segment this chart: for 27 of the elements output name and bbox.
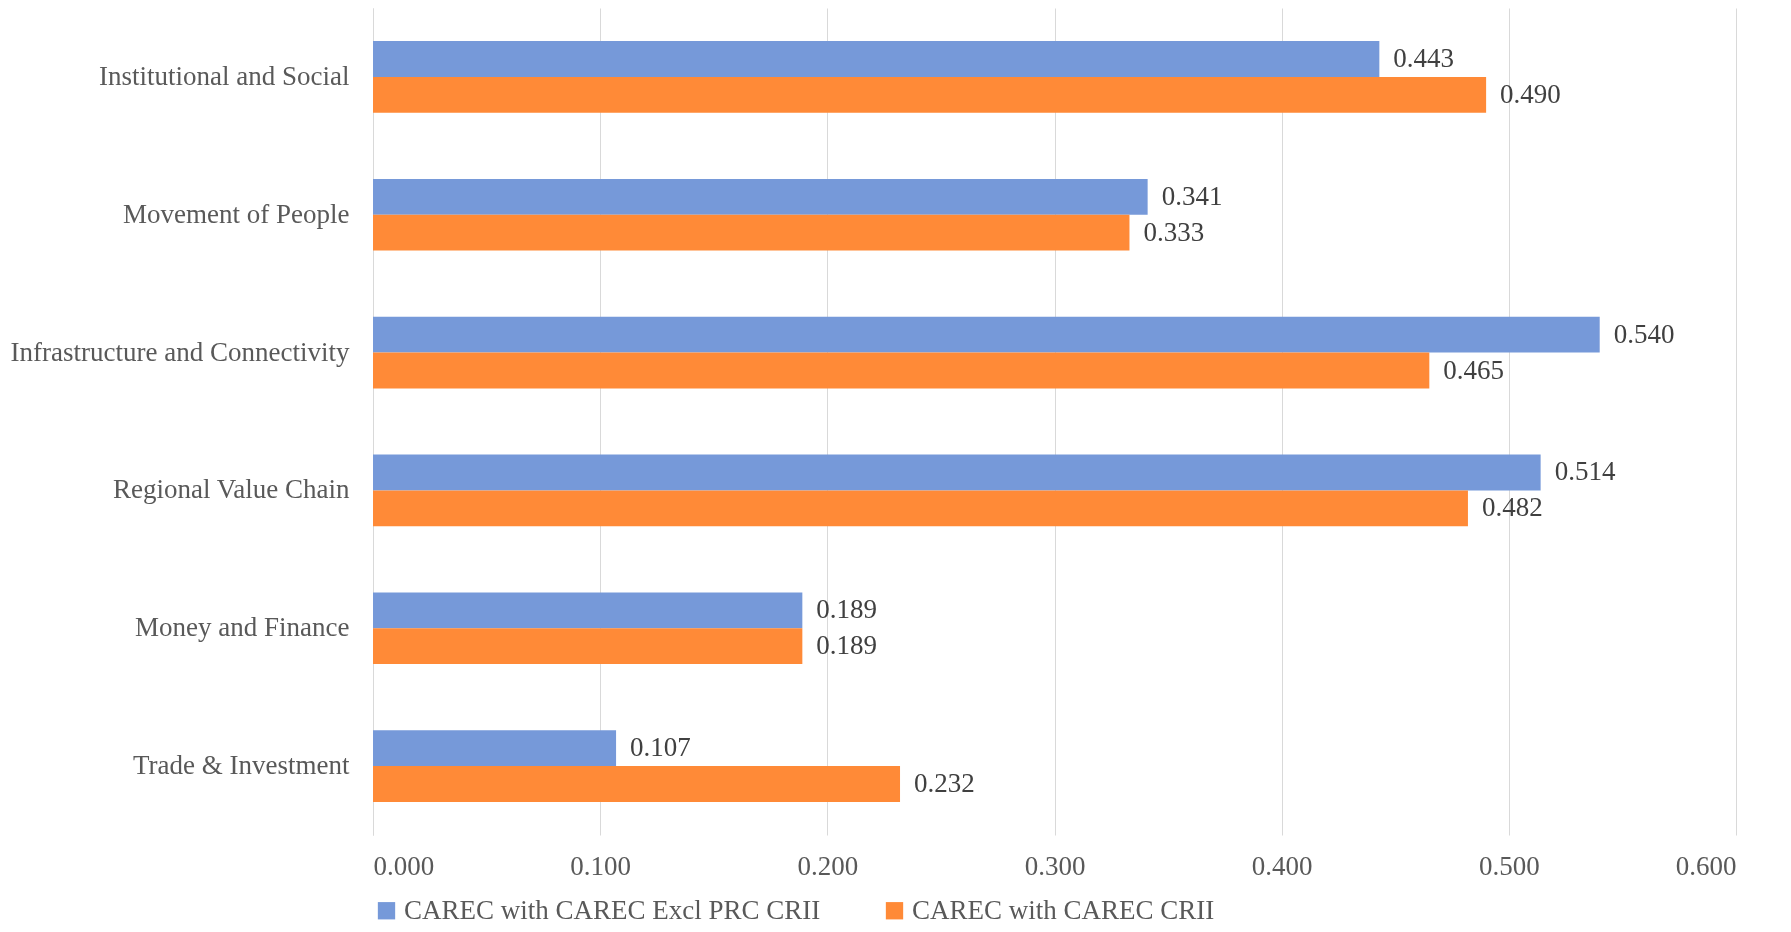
data-label: 0.540	[1613, 318, 1675, 349]
y-tick-label: Infrastructure and Connectivity	[10, 336, 350, 367]
data-label: 0.232	[914, 768, 975, 798]
x-tick-label: 0.400	[1251, 850, 1313, 881]
data-label: 0.465	[1443, 354, 1505, 385]
x-tick-label: 0.600	[1675, 850, 1737, 881]
y-tick-label: Money and Finance	[135, 612, 350, 643]
data-label: 0.189	[816, 630, 878, 661]
x-tick-label: 0.100	[570, 850, 632, 881]
y-tick-label: Movement of People	[123, 198, 350, 229]
data-label: 0.490	[1500, 78, 1561, 109]
y-tick-label: Regional Value Chain	[113, 474, 350, 505]
data-label: 0.514	[1554, 456, 1616, 487]
data-label: 0.341	[1161, 180, 1223, 211]
legend-label: CAREC with CAREC Excl PRC CRII	[404, 894, 821, 925]
legend-label: CAREC with CAREC CRII	[912, 894, 1215, 925]
x-tick-label: 0.000	[373, 850, 435, 881]
y-tick-label: Institutional and Social	[99, 60, 350, 91]
x-tick-label: 0.500	[1478, 850, 1540, 881]
data-label: 0.107	[630, 732, 691, 763]
data-label: 0.482	[1481, 492, 1543, 523]
x-tick-label: 0.200	[797, 850, 859, 881]
x-tick-label: 0.300	[1024, 850, 1086, 881]
data-label: 0.189	[816, 594, 878, 625]
y-tick-label: Trade & Investment	[133, 750, 350, 781]
data-label: 0.333	[1143, 216, 1205, 247]
data-label: 0.443	[1393, 43, 1455, 73]
